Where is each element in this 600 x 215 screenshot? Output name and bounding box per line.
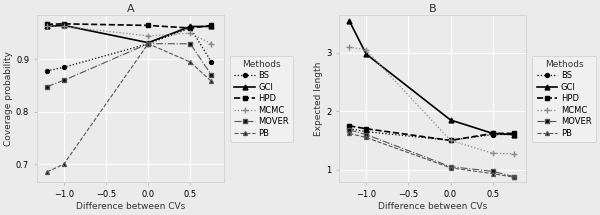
Line: BS: BS [45, 26, 214, 73]
PB [362, 136, 370, 139]
Line: HPD: HPD [45, 22, 214, 30]
GCI [447, 119, 454, 121]
Y-axis label: Expected length: Expected length [314, 61, 323, 136]
Line: PB: PB [45, 42, 214, 174]
MCMC [489, 152, 496, 155]
GCI [43, 25, 50, 28]
MOVER [208, 74, 215, 76]
MOVER [489, 170, 496, 173]
HPD [208, 24, 215, 27]
MCMC [60, 25, 67, 28]
GCI [145, 41, 152, 44]
MCMC [187, 32, 194, 35]
Line: MCMC: MCMC [44, 24, 214, 46]
GCI [208, 25, 215, 28]
MCMC [510, 152, 517, 155]
MOVER [510, 175, 517, 178]
MCMC [43, 25, 50, 28]
BS [510, 133, 517, 136]
PB [208, 80, 215, 83]
BS [43, 70, 50, 72]
PB [43, 171, 50, 173]
Line: MOVER: MOVER [45, 42, 214, 89]
PB [489, 172, 496, 175]
MOVER [346, 129, 353, 131]
X-axis label: Difference between CVs: Difference between CVs [378, 202, 487, 211]
Legend: BS, GCI, HPD, MCMC, MOVER, PB: BS, GCI, HPD, MCMC, MOVER, PB [230, 55, 293, 142]
Line: MOVER: MOVER [347, 128, 516, 178]
MCMC [208, 42, 215, 45]
BS [60, 66, 67, 69]
Line: PB: PB [347, 131, 516, 179]
Line: HPD: HPD [347, 124, 516, 143]
GCI [346, 20, 353, 22]
HPD [60, 23, 67, 25]
PB [447, 167, 454, 169]
Legend: BS, GCI, HPD, MCMC, MOVER, PB: BS, GCI, HPD, MCMC, MOVER, PB [532, 55, 596, 142]
HPD [447, 139, 454, 142]
X-axis label: Difference between CVs: Difference between CVs [76, 202, 185, 211]
BS [208, 61, 215, 63]
BS [447, 139, 454, 142]
Title: A: A [127, 4, 134, 14]
HPD [362, 127, 370, 130]
MOVER [362, 133, 370, 136]
MOVER [43, 85, 50, 88]
HPD [346, 124, 353, 127]
GCI [362, 53, 370, 55]
MOVER [145, 42, 152, 45]
GCI [60, 24, 67, 27]
BS [346, 127, 353, 130]
PB [145, 42, 152, 45]
PB [60, 163, 67, 165]
Y-axis label: Coverage probability: Coverage probability [4, 51, 13, 146]
BS [145, 42, 152, 45]
BS [187, 27, 194, 29]
Title: B: B [429, 4, 437, 14]
BS [489, 133, 496, 136]
PB [187, 61, 194, 63]
HPD [43, 23, 50, 26]
Line: MCMC: MCMC [346, 44, 517, 157]
MCMC [346, 46, 353, 48]
HPD [510, 132, 517, 135]
MCMC [447, 139, 454, 142]
GCI [489, 132, 496, 135]
Line: BS: BS [347, 127, 516, 142]
HPD [187, 27, 194, 29]
MOVER [187, 42, 194, 45]
Line: GCI: GCI [347, 18, 516, 137]
MCMC [145, 35, 152, 37]
BS [362, 130, 370, 133]
HPD [489, 132, 496, 135]
HPD [145, 24, 152, 27]
GCI [187, 25, 194, 28]
PB [346, 132, 353, 135]
Line: GCI: GCI [44, 23, 214, 45]
MCMC [362, 49, 370, 51]
MOVER [60, 79, 67, 82]
PB [510, 176, 517, 178]
GCI [510, 133, 517, 136]
MOVER [447, 165, 454, 168]
